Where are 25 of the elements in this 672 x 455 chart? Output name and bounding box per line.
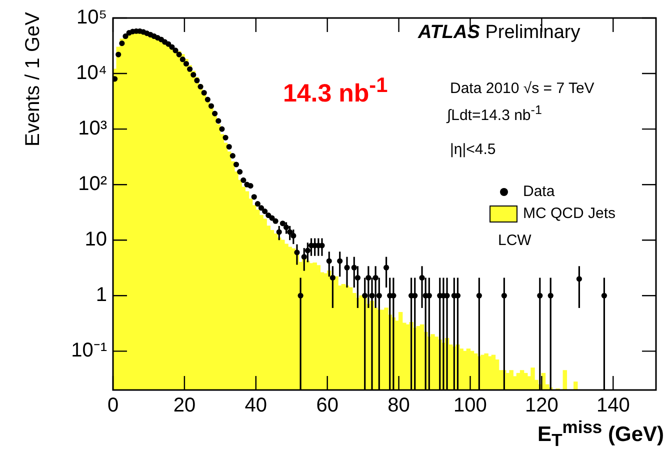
annotation: 14.3 nb$^{-1}$ — [283, 74, 388, 108]
annotation: ATLAS Preliminary — [418, 22, 580, 44]
annotation: LCW — [498, 232, 532, 249]
y-tick-label: 10³ — [78, 118, 108, 140]
legend-label: Data — [523, 183, 556, 200]
y-tick-label: 1 — [96, 284, 107, 306]
y-axis-title: Events / 1 GeV — [22, 12, 45, 147]
x-tick-label: 80 — [388, 394, 410, 417]
annotation: ∫Ldt=14.3 nb$^{-1}$ — [447, 103, 542, 124]
y-tick-label: 10 — [84, 228, 107, 251]
x-tick-label: 120 — [524, 394, 558, 417]
annotation: |η|<4.5 — [450, 141, 496, 158]
x-tick-label: 140 — [596, 394, 630, 417]
y-tick-label: 10² — [78, 173, 108, 196]
y-tick-label: 10⁻¹ — [71, 340, 108, 362]
x-tick-label: 40 — [244, 394, 268, 417]
x-tick-label: 0 — [107, 394, 119, 417]
annotation: Data 2010 √s = 7 TeV — [450, 80, 594, 97]
y-tick-label: 10⁴ — [76, 62, 107, 84]
x-tick-label: 100 — [454, 394, 487, 417]
y-tick-label: 10⁵ — [76, 6, 107, 29]
x-tick-label: 20 — [173, 394, 196, 417]
x-tick-label: 60 — [316, 394, 338, 417]
x-axis-title: E$_{T}$$^{miss}$ (GeV) — [538, 417, 664, 452]
legend-label: MC QCD Jets — [523, 205, 616, 222]
